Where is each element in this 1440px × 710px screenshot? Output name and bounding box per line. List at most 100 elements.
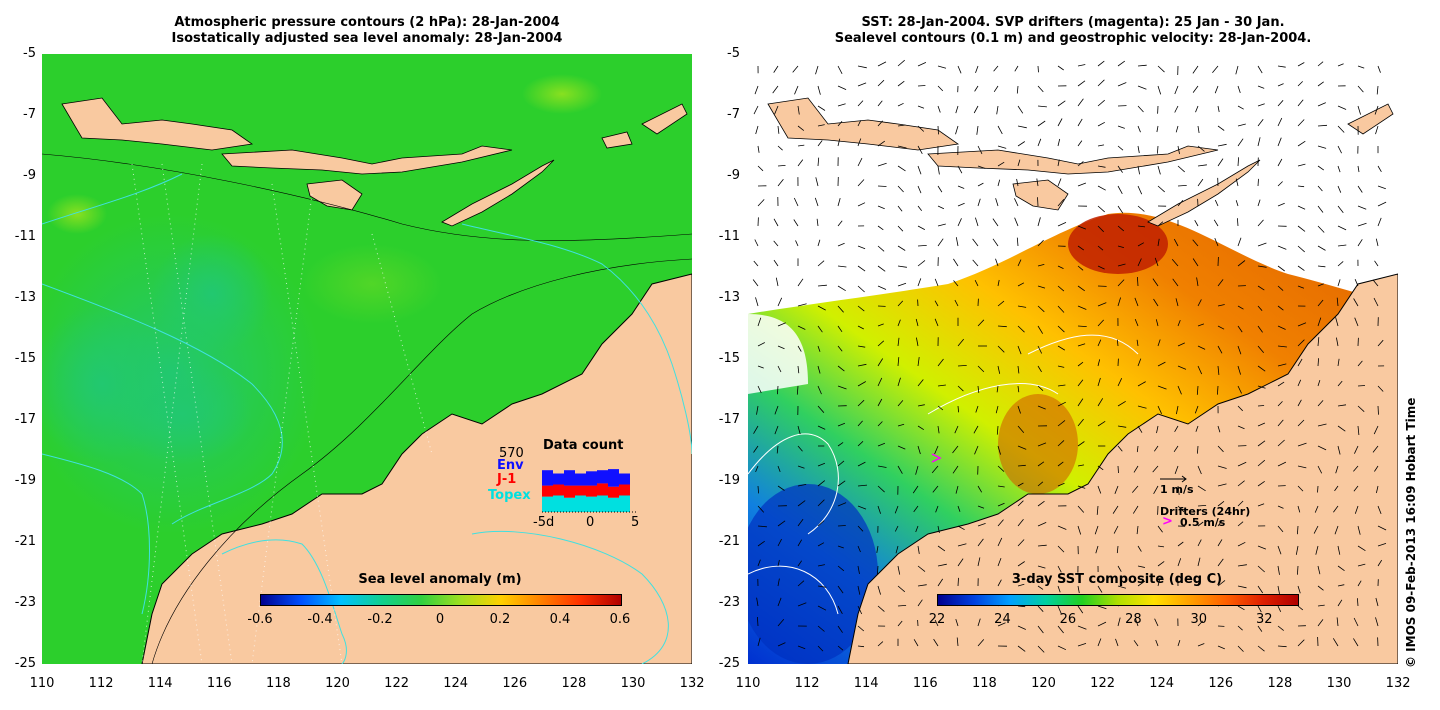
data-count-bar-5-j1 [597, 483, 608, 496]
right-lon-tick-116: 116 [912, 676, 938, 691]
left-lat-tick--15: -15 [14, 351, 36, 366]
right-lat-tick--5: -5 [727, 46, 740, 61]
data-count-total: 570 [499, 446, 524, 461]
sat-label-topex: Topex [488, 488, 531, 503]
data-count-bar-7-env [619, 473, 630, 485]
left-lat-tick--23: -23 [14, 595, 36, 610]
right-title-line1: SST: 28-Jan-2004. SVP drifters (magenta)… [861, 15, 1285, 30]
left-lon-tick-130: 130 [620, 676, 646, 691]
data-count-bar-7-topex [619, 495, 630, 512]
right-lon-tick-124: 124 [1149, 676, 1175, 691]
right-lon-tick-112: 112 [794, 676, 820, 691]
left-lat-tick--5: -5 [23, 46, 36, 61]
right-lon-tick-128: 128 [1267, 676, 1293, 691]
left-lat-tick--7: -7 [23, 107, 36, 122]
left-lat-tick--25: -25 [14, 656, 36, 671]
right-colorbar-label: 3-day SST composite (deg C) [1011, 572, 1223, 587]
right-lat-tick--17: -17 [718, 412, 740, 427]
data-count-bar-6-env [608, 469, 619, 487]
left-colorbar-tick-6: 0.6 [609, 612, 631, 627]
left-lat-tick--13: -13 [14, 290, 36, 305]
left-colorbar-tick-1: -0.4 [307, 612, 333, 627]
velocity-scale-arrow [1160, 475, 1187, 483]
left-title-line2: Isostatically adjusted sea level anomaly… [171, 31, 563, 46]
right-colorbar-tick-4: 30 [1190, 612, 1208, 627]
left-colorbar-tick-2: -0.2 [367, 612, 393, 627]
data-count-xtick-1: 0 [586, 515, 595, 530]
left-colorbar-label: Sea level anomaly (m) [358, 572, 522, 587]
left-lon-tick-110: 110 [29, 676, 55, 691]
data-count-bar-0-j1 [542, 485, 553, 497]
data-count-title: Data count [543, 438, 624, 453]
right-colorbar-tick-5: 32 [1255, 612, 1273, 627]
drifter-legend-symbol: > [1162, 514, 1173, 529]
right-lon-tick-118: 118 [971, 676, 997, 691]
left-lat-tick--21: -21 [14, 534, 36, 549]
copyright-text: © IMOS 09-Feb-2013 16:09 Hobart Time [1404, 397, 1418, 668]
left-lat-tick--11: -11 [14, 229, 36, 244]
data-count-bar-2-topex [564, 497, 575, 512]
sat-label-j1: J-1 [497, 472, 517, 487]
data-count-bar-4-env [586, 471, 597, 486]
left-colorbar-tick-5: 0.4 [549, 612, 571, 627]
right-lat-tick--21: -21 [718, 534, 740, 549]
left-lon-tick-116: 116 [206, 676, 232, 691]
data-count-bar-2-env [564, 470, 575, 486]
sea-level-anomaly-map [42, 54, 692, 664]
data-count-bar-6-j1 [608, 486, 619, 498]
data-count-bar-0-env [542, 470, 553, 486]
data-count-bar-4-topex [586, 496, 597, 512]
right-lat-tick--23: -23 [718, 595, 740, 610]
drifter-legend-title: Drifters (24hr) [1160, 505, 1251, 518]
right-lon-tick-110: 110 [735, 676, 761, 691]
left-colorbar [260, 594, 622, 606]
drifter-legend-value: 0.5 m/s [1180, 516, 1226, 529]
left-colorbar-tick-4: 0.2 [489, 612, 511, 627]
left-lon-tick-118: 118 [265, 676, 291, 691]
right-lat-tick--15: -15 [718, 351, 740, 366]
right-colorbar-tick-3: 28 [1125, 612, 1142, 627]
data-count-bar-1-j1 [553, 484, 564, 496]
right-colorbar [937, 594, 1299, 606]
right-lon-tick-132: 132 [1385, 676, 1411, 691]
data-count-bar-2-j1 [564, 485, 575, 498]
right-lat-tick--25: -25 [718, 656, 740, 671]
data-count-bar-1-topex [553, 495, 564, 512]
data-count-bar-3-topex [575, 495, 586, 512]
data-count-bar-3-env [575, 473, 586, 486]
left-lon-tick-122: 122 [384, 676, 409, 691]
left-lon-tick-132: 132 [679, 676, 705, 691]
data-count-bar-0-topex [542, 496, 553, 512]
velocity-legend-label: 1 m/s [1160, 483, 1194, 496]
right-lon-tick-126: 126 [1208, 676, 1234, 691]
left-lon-tick-128: 128 [561, 676, 587, 691]
data-count-xtick-0: -5d [533, 515, 555, 530]
left-colorbar-tick-3: 0 [435, 612, 445, 627]
right-lon-tick-120: 120 [1031, 676, 1056, 691]
right-colorbar-tick-0: 22 [928, 612, 946, 627]
left-title-line1: Atmospheric pressure contours (2 hPa): 2… [174, 15, 560, 30]
sst-map [748, 54, 1398, 664]
left-lon-tick-120: 120 [325, 676, 350, 691]
left-lat-tick--9: -9 [23, 168, 36, 183]
left-lon-tick-112: 112 [88, 676, 114, 691]
right-lat-tick--7: -7 [727, 107, 740, 122]
right-title-line2: Sealevel contours (0.1 m) and geostrophi… [834, 31, 1312, 46]
right-lat-tick--9: -9 [727, 168, 740, 183]
data-count-bar-4-j1 [586, 485, 597, 497]
right-lon-tick-122: 122 [1090, 676, 1115, 691]
data-count-bar-5-topex [597, 495, 608, 512]
left-lon-tick-114: 114 [147, 676, 173, 691]
right-lat-tick--13: -13 [718, 290, 740, 305]
left-lat-tick--19: -19 [14, 473, 36, 488]
left-colorbar-tick-0: -0.6 [247, 612, 273, 627]
data-count-bar-1-env [553, 473, 564, 485]
sat-label-env: Env [497, 458, 524, 473]
left-lon-tick-124: 124 [443, 676, 469, 691]
sst-graphic [748, 54, 1398, 664]
data-count-chart [542, 469, 636, 513]
data-count-bar-3-j1 [575, 485, 586, 496]
data-count-bar-6-topex [608, 497, 619, 512]
right-lat-tick--19: -19 [718, 473, 740, 488]
sea-level-anomaly-graphic [42, 54, 692, 664]
